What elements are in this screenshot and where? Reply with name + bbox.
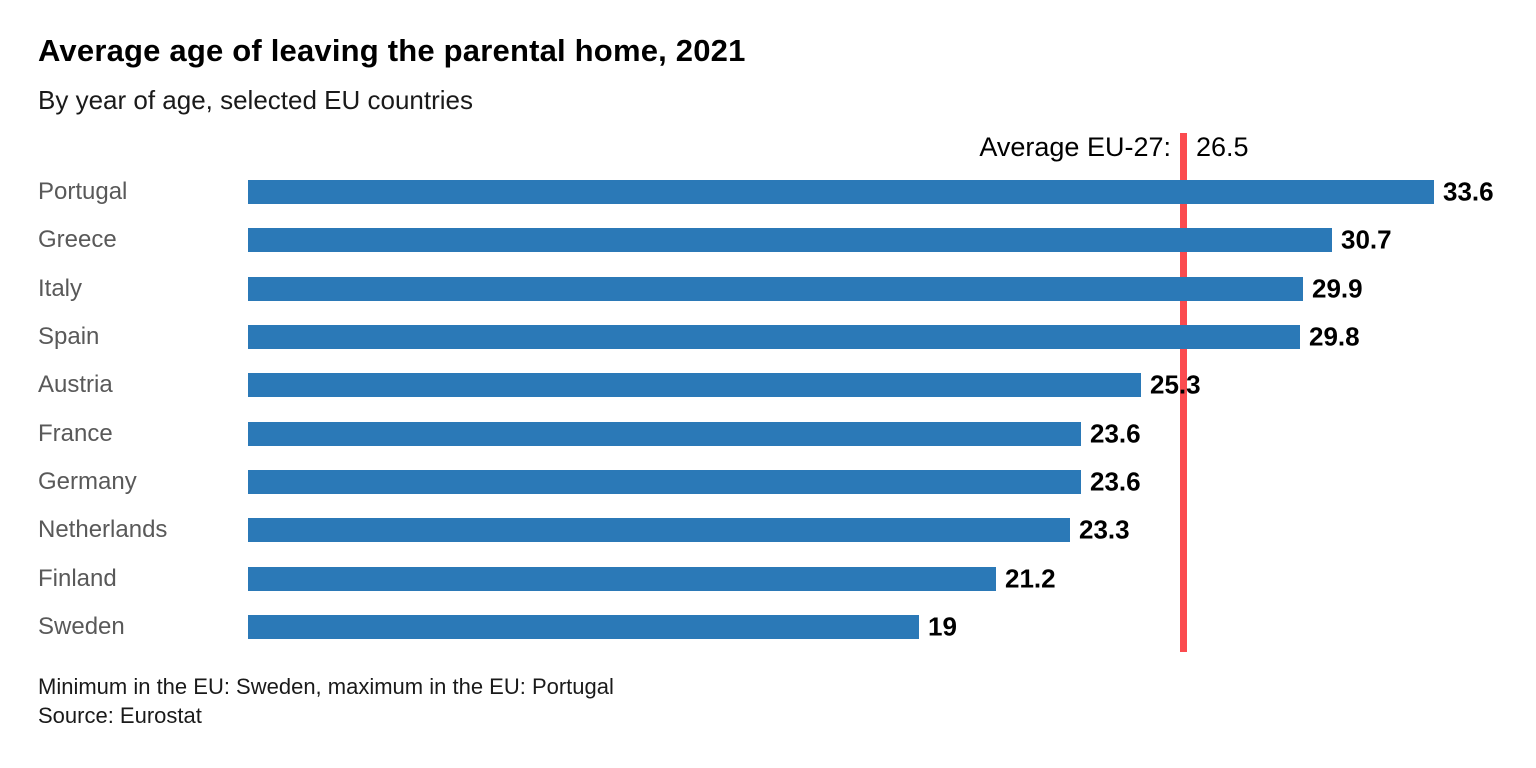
value-label: 33.6: [1443, 176, 1494, 207]
chart-row: Netherlands 23.3: [0, 515, 1536, 545]
reference-line-value: 26.5: [1196, 132, 1249, 162]
chart-row: Portugal 33.6: [0, 177, 1536, 207]
bar: [248, 470, 1081, 494]
chart-note: Minimum in the EU: Sweden, maximum in th…: [38, 674, 614, 699]
bar: [248, 325, 1300, 349]
value-label: 19: [928, 611, 957, 642]
category-label: Sweden: [38, 613, 125, 640]
value-label: 23.6: [1090, 466, 1141, 497]
category-label: Portugal: [38, 178, 128, 205]
chart-row: France 23.6: [0, 419, 1536, 449]
value-label: 23.3: [1079, 514, 1130, 545]
value-label: 21.2: [1005, 563, 1056, 594]
value-label: 25.3: [1150, 369, 1201, 400]
reference-line-label: Average EU-27:: [979, 132, 1171, 162]
category-label: Italy: [38, 275, 83, 302]
category-label: France: [38, 420, 113, 447]
bar: [248, 422, 1081, 446]
bar: [248, 615, 919, 639]
bar: [248, 228, 1332, 252]
chart-source: Source: Eurostat: [38, 703, 202, 728]
bar: [248, 277, 1303, 301]
bar: [248, 373, 1141, 397]
bar: [248, 180, 1434, 204]
chart-title: Average age of leaving the parental home…: [38, 33, 746, 68]
chart-row: Italy 29.9: [0, 274, 1536, 304]
category-label: Finland: [38, 565, 117, 592]
value-label: 29.8: [1309, 321, 1360, 352]
reference-line: [1180, 133, 1187, 652]
bar: [248, 567, 996, 591]
bar: [248, 518, 1070, 542]
chart-row: Greece 30.7: [0, 225, 1536, 255]
category-label: Netherlands: [38, 516, 168, 543]
chart-row: Sweden 19: [0, 612, 1536, 642]
chart-row: Finland 21.2: [0, 564, 1536, 594]
chart-row: Germany 23.6: [0, 467, 1536, 497]
chart-subtitle: By year of age, selected EU countries: [38, 85, 474, 115]
value-label: 30.7: [1341, 224, 1392, 255]
value-label: 29.9: [1312, 273, 1363, 304]
category-label: Germany: [38, 468, 137, 495]
category-label: Austria: [38, 371, 113, 398]
category-label: Spain: [38, 323, 100, 350]
chart-row: Austria 25.3: [0, 370, 1536, 400]
value-label: 23.6: [1090, 418, 1141, 449]
chart-row: Spain 29.8: [0, 322, 1536, 352]
category-label: Greece: [38, 226, 117, 253]
